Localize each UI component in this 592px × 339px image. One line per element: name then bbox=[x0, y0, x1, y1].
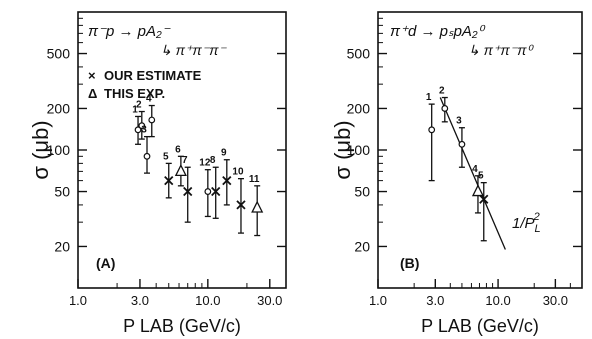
point-label: 2 bbox=[439, 86, 445, 97]
marker-triangle bbox=[174, 163, 187, 177]
point-label: 5 bbox=[163, 151, 169, 162]
point-label: 8 bbox=[210, 155, 216, 166]
panel-a-y-ticks: 20 50 100 200 500 bbox=[47, 17, 286, 254]
panel-b-reaction-decay: ↳ π⁺π⁻π⁰ bbox=[468, 42, 535, 58]
marker-circle bbox=[458, 140, 466, 148]
panel-b-label: (B) bbox=[400, 255, 419, 271]
x-tick-label: 10.0 bbox=[195, 293, 220, 308]
point-label: 10 bbox=[232, 167, 244, 178]
legend-marker-estimate: × bbox=[88, 68, 96, 83]
data-point: 4 bbox=[471, 164, 485, 214]
panel-a-x-axis-label: P LAB (GeV/c) bbox=[123, 316, 241, 336]
panel-b-fit-label: 1/PL2 bbox=[512, 211, 541, 235]
marker-cross bbox=[236, 200, 246, 210]
y-tick-label: 500 bbox=[47, 46, 71, 62]
y-tick-label: 500 bbox=[347, 46, 371, 62]
point-label: 4 bbox=[146, 94, 152, 105]
y-tick-label: 50 bbox=[354, 184, 370, 200]
marker-triangle bbox=[251, 200, 264, 213]
y-tick-label: 100 bbox=[347, 142, 371, 158]
panel-b-x-ticks: 1.0 3.0 10.0 30.0 bbox=[369, 279, 571, 308]
y-tick-label: 100 bbox=[47, 142, 71, 158]
data-point: 3 bbox=[141, 125, 151, 174]
panel-a-x-ticks: 1.0 3.0 10.0 30.0 bbox=[69, 279, 282, 308]
data-point: 6 bbox=[174, 144, 187, 187]
legend-label-estimate: OUR ESTIMATE bbox=[104, 68, 202, 83]
point-label: 12 bbox=[199, 158, 211, 169]
x-tick-label: 3.0 bbox=[131, 293, 149, 308]
marker-circle bbox=[441, 105, 449, 112]
panel-b-y-ticks: 20 50 100 200 500 bbox=[347, 17, 582, 254]
panel-a-y-axis-label: σ (μb) bbox=[28, 120, 53, 179]
marker-triangle bbox=[471, 184, 485, 197]
marker-circle bbox=[204, 188, 212, 195]
data-point: 7 bbox=[182, 155, 193, 223]
y-tick-label: 200 bbox=[347, 100, 371, 116]
point-label: 7 bbox=[182, 155, 188, 166]
x-tick-label: 30.0 bbox=[543, 293, 568, 308]
point-label: 6 bbox=[175, 144, 181, 155]
panel-a-legend: × OUR ESTIMATE Δ THIS EXP. bbox=[88, 68, 202, 101]
data-point: 1 bbox=[132, 104, 142, 145]
marker-circle bbox=[143, 152, 151, 160]
x-tick-label: 1.0 bbox=[69, 293, 87, 308]
marker-cross bbox=[211, 186, 221, 197]
panel-b-y-axis-label: σ (μb) bbox=[330, 120, 355, 179]
x-tick-label: 3.0 bbox=[426, 293, 444, 308]
point-label: 5 bbox=[478, 171, 484, 182]
data-point: 10 bbox=[232, 167, 246, 234]
point-label: 1 bbox=[426, 92, 432, 103]
y-tick-label: 50 bbox=[54, 184, 70, 200]
marker-cross bbox=[164, 175, 174, 186]
panel-a-reaction-main: π⁻p → pA₂⁻ bbox=[88, 23, 171, 40]
data-point: 5 bbox=[478, 171, 489, 242]
marker-circle bbox=[138, 122, 146, 130]
x-tick-label: 30.0 bbox=[257, 293, 282, 308]
panel-b-fit-line bbox=[439, 97, 506, 250]
panel-a-label: (A) bbox=[96, 255, 115, 271]
fit-label-main: 1/P bbox=[512, 215, 535, 232]
point-label: 11 bbox=[249, 174, 260, 185]
marker-circle bbox=[428, 126, 436, 134]
panel-a-reaction-decay: ↳ π⁺π⁻π⁻ bbox=[160, 42, 228, 58]
fit-line bbox=[439, 97, 506, 250]
y-tick-label: 20 bbox=[54, 238, 70, 254]
data-point: 2 bbox=[136, 100, 146, 140]
data-point: 11 bbox=[249, 174, 264, 237]
point-label: 3 bbox=[456, 116, 462, 127]
marker-cross bbox=[222, 175, 232, 186]
data-point: 5 bbox=[163, 151, 174, 199]
data-point: 2 bbox=[439, 86, 449, 123]
legend-label-this-exp: THIS EXP. bbox=[104, 86, 165, 101]
point-label: 4 bbox=[472, 164, 478, 175]
fit-label-sup: 2 bbox=[533, 211, 540, 223]
panel-b-points: 12 3 45 bbox=[426, 86, 489, 242]
point-label: 9 bbox=[221, 148, 227, 159]
data-point: 8 bbox=[210, 155, 221, 219]
marker-cross bbox=[183, 186, 193, 197]
x-tick-label: 10.0 bbox=[485, 293, 510, 308]
data-point: 12 bbox=[199, 158, 212, 218]
x-tick-label: 1.0 bbox=[369, 293, 387, 308]
marker-circle bbox=[134, 126, 142, 134]
y-tick-label: 200 bbox=[47, 100, 71, 116]
panel-b-reaction-main: π⁺d → pₛpA₂⁰ bbox=[390, 23, 486, 40]
marker-cross bbox=[479, 194, 489, 204]
point-label: 1 bbox=[132, 104, 138, 115]
point-label: 3 bbox=[141, 125, 147, 136]
data-point: 3 bbox=[456, 116, 466, 168]
data-point: 1 bbox=[426, 92, 436, 182]
legend-marker-this-exp: Δ bbox=[88, 86, 97, 101]
marker-circle bbox=[148, 116, 156, 124]
point-label: 2 bbox=[136, 100, 142, 111]
data-point: 4 bbox=[146, 94, 156, 138]
y-tick-label: 20 bbox=[354, 238, 370, 254]
fit-label-sub: L bbox=[535, 223, 541, 235]
data-point: 9 bbox=[221, 148, 232, 206]
panel-b-x-axis-label: P LAB (GeV/c) bbox=[421, 316, 539, 336]
